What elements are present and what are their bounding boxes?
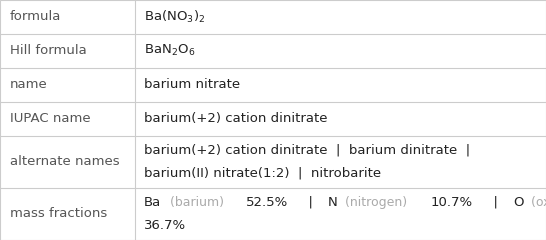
Text: Ba(NO$_3$)$_2$: Ba(NO$_3$)$_2$ bbox=[144, 9, 205, 25]
Text: name: name bbox=[10, 78, 48, 91]
Text: barium(+2) cation dinitrate: barium(+2) cation dinitrate bbox=[144, 112, 327, 125]
Text: 10.7%: 10.7% bbox=[431, 196, 473, 209]
Text: Hill formula: Hill formula bbox=[10, 44, 87, 57]
Text: Ba: Ba bbox=[144, 196, 161, 209]
Text: barium nitrate: barium nitrate bbox=[144, 78, 240, 91]
Text: alternate names: alternate names bbox=[10, 155, 120, 168]
Text: |: | bbox=[300, 196, 322, 209]
Text: 52.5%: 52.5% bbox=[246, 196, 288, 209]
Text: (barium): (barium) bbox=[166, 196, 228, 209]
Text: barium(II) nitrate(1:2)  |  nitrobarite: barium(II) nitrate(1:2) | nitrobarite bbox=[144, 167, 381, 180]
Text: (oxygen): (oxygen) bbox=[526, 196, 546, 209]
Text: |: | bbox=[485, 196, 507, 209]
Text: (nitrogen): (nitrogen) bbox=[341, 196, 411, 209]
Text: formula: formula bbox=[10, 11, 61, 24]
Text: mass fractions: mass fractions bbox=[10, 207, 107, 220]
Text: IUPAC name: IUPAC name bbox=[10, 112, 91, 125]
Text: O: O bbox=[513, 196, 524, 209]
Text: barium(+2) cation dinitrate  |  barium dinitrate  |: barium(+2) cation dinitrate | barium din… bbox=[144, 144, 470, 157]
Text: N: N bbox=[328, 196, 338, 209]
Text: BaN$_2$O$_6$: BaN$_2$O$_6$ bbox=[144, 43, 195, 58]
Text: 36.7%: 36.7% bbox=[144, 219, 186, 232]
